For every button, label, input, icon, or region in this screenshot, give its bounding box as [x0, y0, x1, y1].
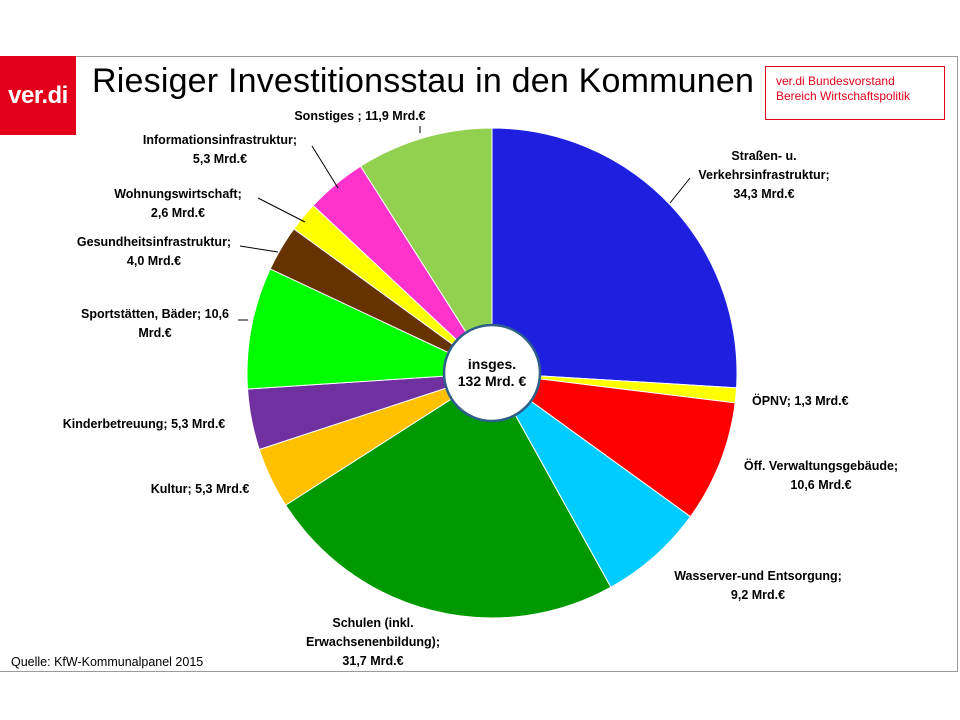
- publisher-line-2: Bereich Wirtschaftspolitik: [776, 89, 911, 103]
- leader-line-10: [257, 197, 306, 223]
- leader-line-11: [311, 145, 339, 189]
- pie-slices: [246, 127, 738, 619]
- slice-label-1: Straßen- u. Verkehrsinfrastruktur; 34,3 Mr…: [698, 149, 829, 201]
- source-note: Quelle: KfW-Kommunalpanel 2015: [11, 655, 204, 669]
- pie-slice-4: [491, 372, 692, 588]
- center-total-label: insges. 132 Mrd. €: [458, 356, 527, 389]
- leader-lines: [238, 126, 691, 321]
- slice-label-8: Sportstätten, Bäder; 10,6 Mrd.€: [81, 307, 229, 340]
- verdi-logo: ver.di: [0, 56, 76, 135]
- pie-slice-12: [359, 127, 493, 375]
- center-circle: [442, 323, 542, 423]
- slice-labels: Straßen- u. Verkehrsinfrastruktur; 34,3 Mr…: [63, 109, 898, 668]
- pie-slice-5: [284, 372, 612, 619]
- pie-slice-3: [491, 372, 736, 518]
- slice-label-12: Sonstiges ; 11,9 Mrd.€: [294, 109, 425, 123]
- publisher-box: ver.di Bundesvorstand Bereich Wirtschaft…: [765, 66, 945, 120]
- slice-label-6: Kultur; 5,3 Mrd.€: [151, 482, 250, 496]
- pie-slice-1: [491, 127, 738, 389]
- slice-label-4: Wasserver-und Entsorgung; 9,2 Mrd.€: [674, 569, 842, 602]
- leader-line-1: [669, 177, 691, 204]
- pie-slice-8: [246, 268, 493, 390]
- slice-label-5: Schulen (inkl. Erwachsenenbildung); 31,7 M…: [306, 616, 440, 668]
- slice-label-3: Öff. Verwaltungsgebäude; 10,6 Mrd.€: [744, 458, 898, 492]
- slice-label-9: Gesundheitsinfrastruktur; 4,0 Mrd.€: [77, 235, 231, 268]
- leader-line-9: [239, 245, 279, 253]
- page-title: Riesiger Investitionsstau in den Kommune…: [92, 62, 755, 100]
- slice-label-11: Informationsinfrastruktur; 5,3 Mrd.€: [143, 133, 297, 166]
- publisher-line-1: ver.di Bundesvorstand: [776, 74, 895, 88]
- slice-label-2: ÖPNV; 1,3 Mrd.€: [752, 393, 849, 408]
- center-label: insges. 132 Mrd. €: [442, 323, 542, 423]
- slice-label-10: Wohnungswirtschaft; 2,6 Mrd.€: [114, 187, 242, 220]
- slice-label-7: Kinderbetreuung; 5,3 Mrd.€: [63, 417, 226, 431]
